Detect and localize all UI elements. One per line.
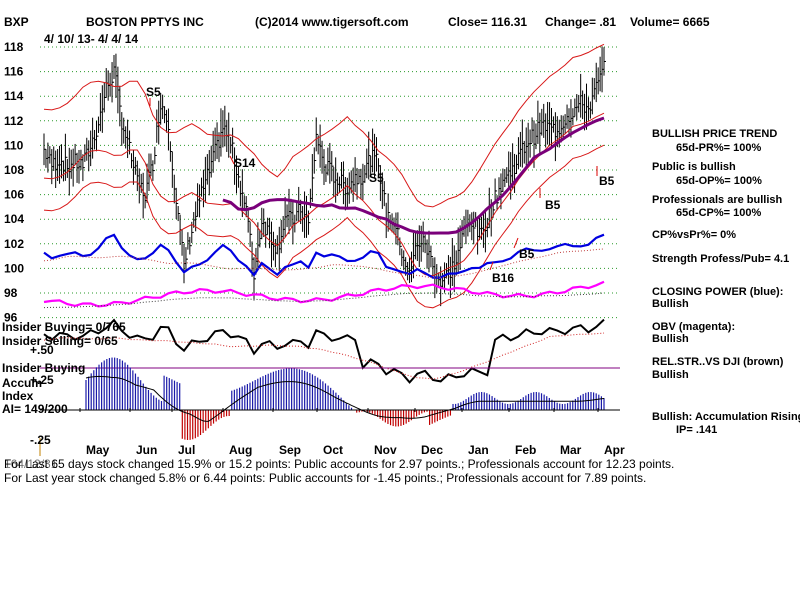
symbol: BXP	[4, 15, 29, 29]
x-tick-label: Apr	[604, 443, 625, 457]
change-value: Change= .81	[545, 15, 616, 29]
signal-s14-aug: S14	[234, 156, 256, 170]
closing-power-line	[43, 233, 605, 279]
obv-ma	[43, 292, 605, 309]
inner-band-line	[43, 112, 605, 277]
x-tick-label: Sep	[279, 443, 301, 457]
right-panel-line: 65d-PR%= 100%	[676, 142, 762, 154]
y-tick-label: 112	[4, 114, 24, 128]
right-panel-line: Bullish: Accumulation Rising	[652, 411, 800, 423]
moving-average-line	[222, 116, 605, 235]
close-value: Close= 116.31	[448, 15, 527, 29]
signal-b5-jan-arrow	[513, 237, 519, 249]
x-tick-label: Jun	[136, 443, 157, 457]
x-tick-label: Feb	[515, 443, 536, 457]
right-panel-line: BULLISH PRICE TREND	[652, 128, 777, 140]
x-tick-label: Nov	[374, 443, 397, 457]
signal-s5-nov: S5	[369, 171, 384, 185]
footer-line-2: For Last year stock changed 5.8% or 6.44…	[4, 471, 646, 485]
right-panel-line: Bullish	[652, 369, 689, 381]
accumulation-ma	[85, 375, 605, 422]
signal-b5-jan: B5	[519, 247, 535, 261]
right-panel-line: Strength Profess/Pub= 4.1	[652, 253, 789, 265]
source: (C)2014 www.tigersoft.com	[255, 15, 409, 29]
accumulation-histogram	[85, 357, 605, 440]
x-tick-label: Jul	[178, 443, 195, 457]
right-panel-line: Bullish	[652, 298, 689, 310]
right-panel-line: 65d-CP%= 100%	[676, 207, 762, 219]
right-panel-line: IP= .141	[676, 424, 717, 436]
signal-s5-jun: S5	[146, 85, 161, 99]
right-panel-line: Professionals are bullish	[652, 194, 782, 206]
right-panel-line: OBV (magenta):	[652, 321, 735, 333]
footer-line-1: For Last 65 days stock changed 15.9% or …	[4, 457, 674, 471]
lower-band-line	[43, 144, 605, 309]
signal-s14-aug-arrow	[229, 155, 235, 165]
right-panel-line: CLOSING POWER (blue):	[652, 286, 783, 298]
y-tick-label: 102	[4, 237, 24, 251]
x-tick-label: Dec	[421, 443, 443, 457]
right-panel-line: Bullish	[652, 333, 689, 345]
y-tick-label: 114	[4, 89, 24, 103]
x-tick-label: Oct	[323, 443, 343, 457]
obv-line	[43, 280, 605, 308]
x-tick-label: Mar	[560, 443, 582, 457]
osc-tick-minus-25: -.25	[30, 433, 51, 447]
relative-strength-line	[43, 318, 605, 384]
x-tick-label: Aug	[229, 443, 252, 457]
insider-buying-marker-label: Insider Buying	[2, 361, 85, 375]
closing-power-ma	[43, 248, 605, 279]
date-range: 4/ 10/ 13- 4/ 4/ 14	[44, 32, 138, 46]
y-tick-label: 98	[4, 286, 18, 300]
accum-label: Accum	[2, 376, 42, 390]
right-panel-line: Public is bullish	[652, 161, 736, 173]
y-tick-label: 104	[4, 212, 24, 226]
osc-tick-plus-25: +.25	[30, 373, 54, 387]
relative-strength-ma	[43, 332, 605, 380]
y-tick-label: 110	[4, 138, 24, 152]
right-panel-line: CP%vsPr%= 0%	[652, 229, 736, 241]
signal-b5-feb: B5	[545, 198, 561, 212]
y-tick-label: 118	[4, 40, 24, 54]
upper-band-line	[43, 43, 605, 208]
volume-value: Volume= 6665	[630, 15, 710, 29]
x-axis-ticks: May Jun Jul Aug Sep Oct Nov Dec Jan Feb Mar Apr	[79, 408, 625, 457]
footer-overlay: 164/12/31	[4, 457, 58, 471]
gridlines	[40, 46, 620, 319]
right-panel-line: 65d-OP%= 100%	[676, 175, 762, 187]
insider-selling-label: Insider Selling= 0/65	[2, 334, 118, 348]
insider-buying-label: Insider Buying= 0/765	[2, 320, 126, 334]
y-tick-label: 106	[4, 188, 24, 202]
x-tick-label: Jan	[468, 443, 489, 457]
y-axis-ticks: 118 116 114 112 110 108 106 104 102 100 98 96	[4, 40, 24, 325]
index-label: Index	[2, 389, 34, 403]
company-name: BOSTON PPTYS INC	[86, 15, 204, 29]
ai-label: AI= 149/200	[2, 402, 68, 416]
signal-b5-apr: B5	[599, 174, 615, 188]
right-panel-line: REL.STR..VS DJI (brown)	[652, 356, 784, 368]
y-tick-label: 96	[4, 311, 18, 325]
y-tick-label: 100	[4, 261, 24, 275]
price-bars	[43, 46, 606, 307]
y-tick-label: 116	[4, 65, 24, 79]
right-panel: BULLISH PRICE TREND 65d-PR%= 100% Public i…	[652, 128, 800, 436]
osc-tick-plus-50: +.50	[30, 343, 54, 357]
signal-b16-jan-arrow	[489, 261, 494, 271]
signal-b16-jan: B16	[492, 271, 514, 285]
y-tick-label: 108	[4, 163, 24, 177]
x-tick-label: May	[86, 443, 110, 457]
